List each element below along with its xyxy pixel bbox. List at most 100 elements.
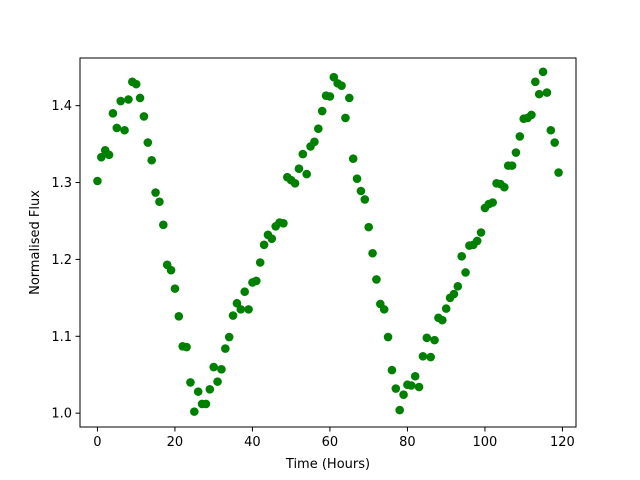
data-point bbox=[120, 125, 129, 135]
data-point bbox=[155, 197, 164, 207]
data-point bbox=[302, 169, 311, 179]
data-point bbox=[364, 222, 373, 232]
x-tick-label: 80 bbox=[399, 435, 416, 450]
x-tick-label: 100 bbox=[473, 435, 498, 450]
data-point bbox=[453, 282, 463, 291]
data-point bbox=[236, 305, 246, 314]
data-point bbox=[395, 405, 404, 415]
data-point bbox=[314, 124, 323, 134]
data-point bbox=[325, 92, 335, 101]
data-point bbox=[542, 88, 552, 97]
x-tick-label: 20 bbox=[167, 435, 184, 450]
data-point bbox=[426, 352, 435, 362]
data-point bbox=[190, 407, 199, 416]
data-point bbox=[472, 236, 482, 246]
data-point bbox=[531, 77, 540, 87]
data-point bbox=[166, 265, 176, 275]
data-point bbox=[201, 399, 211, 409]
data-point bbox=[488, 198, 497, 207]
data-point bbox=[131, 79, 141, 89]
data-point bbox=[182, 342, 191, 352]
data-point bbox=[259, 240, 269, 250]
data-point bbox=[213, 377, 222, 386]
data-point bbox=[438, 315, 447, 325]
data-point bbox=[515, 132, 525, 141]
x-tick-label: 0 bbox=[93, 435, 101, 450]
data-point bbox=[457, 252, 466, 261]
data-point bbox=[310, 137, 319, 147]
data-point bbox=[337, 81, 346, 90]
data-point bbox=[356, 186, 366, 196]
data-point bbox=[391, 384, 401, 393]
data-point bbox=[232, 298, 242, 308]
data-point bbox=[372, 275, 381, 284]
data-point bbox=[143, 138, 153, 147]
data-point bbox=[476, 228, 486, 237]
y-tick-label: 1.4 bbox=[51, 99, 72, 114]
data-point bbox=[407, 381, 416, 390]
data-point bbox=[159, 220, 168, 230]
data-point bbox=[112, 123, 122, 133]
data-point bbox=[418, 351, 428, 361]
data-point bbox=[116, 96, 125, 106]
data-point bbox=[387, 365, 397, 375]
data-point bbox=[317, 106, 327, 116]
data-point bbox=[461, 268, 470, 277]
y-axis-ticks: 1.0 1.1 1.2 1.3 1.4 bbox=[51, 99, 80, 422]
x-tick-label: 40 bbox=[244, 435, 261, 450]
data-point bbox=[255, 258, 265, 267]
data-point bbox=[290, 179, 300, 188]
data-point bbox=[352, 174, 362, 183]
x-axis-ticks: 0 20 40 60 80 100 120 bbox=[93, 427, 575, 450]
data-point bbox=[279, 218, 288, 228]
data-point bbox=[135, 93, 145, 103]
y-tick-label: 1.2 bbox=[51, 253, 72, 268]
data-point bbox=[252, 276, 261, 286]
y-tick-label: 1.1 bbox=[51, 330, 72, 345]
data-point bbox=[298, 149, 308, 159]
data-point bbox=[422, 333, 432, 343]
data-point bbox=[399, 390, 408, 400]
data-point bbox=[193, 387, 203, 396]
data-point bbox=[511, 148, 521, 157]
data-point bbox=[527, 110, 536, 120]
data-point bbox=[224, 332, 234, 342]
data-point bbox=[205, 385, 215, 394]
y-tick-label: 1.0 bbox=[51, 407, 72, 422]
data-point bbox=[267, 234, 277, 243]
data-point bbox=[554, 168, 563, 177]
data-point bbox=[217, 365, 226, 374]
data-point bbox=[538, 67, 548, 77]
data-point bbox=[174, 312, 184, 321]
y-axis-label: Normalised Flux bbox=[28, 190, 43, 295]
data-point bbox=[244, 305, 253, 314]
data-point bbox=[329, 72, 339, 82]
data-point bbox=[147, 155, 156, 165]
data-point bbox=[368, 248, 377, 258]
data-point bbox=[550, 138, 559, 147]
x-tick-label: 60 bbox=[322, 435, 339, 450]
plot-frame bbox=[79, 57, 577, 428]
data-point bbox=[294, 164, 304, 173]
data-point bbox=[430, 335, 439, 345]
data-point bbox=[186, 378, 195, 387]
data-point bbox=[209, 362, 218, 372]
data-point bbox=[500, 182, 509, 192]
data-point bbox=[170, 284, 180, 293]
data-point bbox=[228, 311, 238, 320]
x-axis-label: Time (Hours) bbox=[285, 457, 370, 472]
data-point bbox=[240, 287, 249, 297]
data-point bbox=[414, 382, 424, 392]
data-point bbox=[345, 93, 354, 103]
x-tick-label: 120 bbox=[550, 435, 575, 450]
data-point bbox=[360, 195, 370, 204]
data-point bbox=[341, 113, 350, 123]
data-point bbox=[104, 150, 114, 160]
data-point bbox=[449, 289, 459, 299]
data-point bbox=[221, 344, 230, 353]
data-point bbox=[93, 176, 102, 186]
data-point bbox=[151, 188, 160, 197]
data-point bbox=[383, 332, 393, 342]
data-point bbox=[534, 89, 544, 99]
